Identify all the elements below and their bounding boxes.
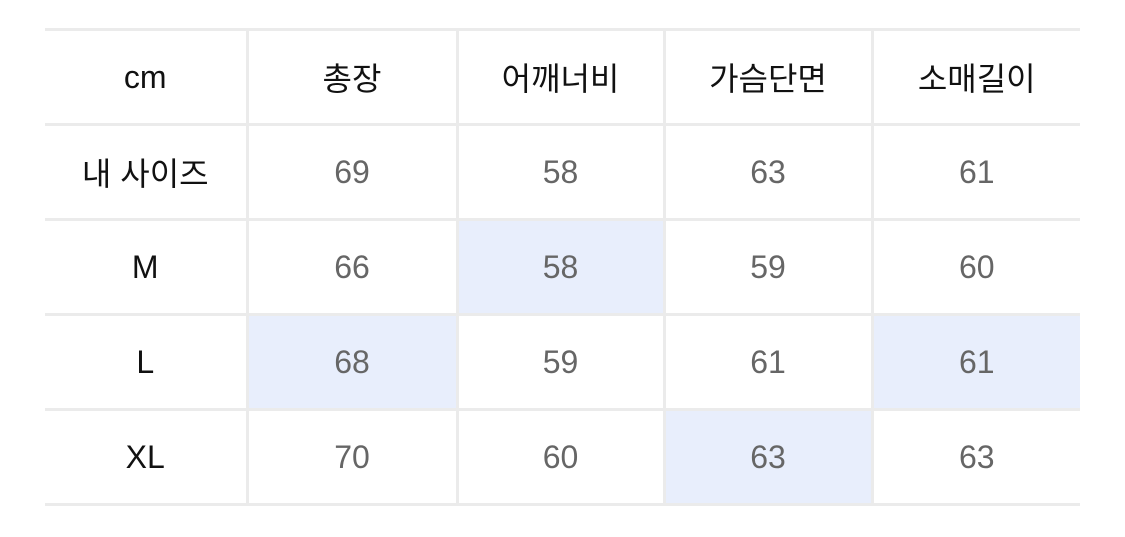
table-row: 내 사이즈 69 58 63 61 <box>45 123 1080 221</box>
header-shoulder-width: 어깨너비 <box>455 28 666 126</box>
measurement-cell: 60 <box>455 408 666 506</box>
row-size-label: M <box>45 218 249 316</box>
measurement-cell: 63 <box>870 408 1080 506</box>
measurement-cell: 66 <box>245 218 459 316</box>
measurement-cell: 61 <box>662 313 874 411</box>
table-row: M 66 58 59 60 <box>45 218 1080 316</box>
measurement-cell: 70 <box>245 408 459 506</box>
header-unit: cm <box>45 28 249 126</box>
measurement-cell: 59 <box>455 313 666 411</box>
row-size-label: L <box>45 313 249 411</box>
measurement-cell: 63 <box>662 123 874 221</box>
size-chart-table: cm 총장 어깨너비 가슴단면 소매길이 내 사이즈 69 58 63 61 M 66 58 5… <box>45 28 1080 506</box>
header-row: cm 총장 어깨너비 가슴단면 소매길이 <box>45 28 1080 126</box>
measurement-cell: 59 <box>662 218 874 316</box>
header-total-length: 총장 <box>245 28 459 126</box>
measurement-cell: 58 <box>455 123 666 221</box>
row-size-label: XL <box>45 408 249 506</box>
measurement-cell: 63 <box>662 408 874 506</box>
measurement-cell: 61 <box>870 123 1080 221</box>
measurement-cell: 60 <box>870 218 1080 316</box>
table-row: XL 70 60 63 63 <box>45 408 1080 506</box>
measurement-cell: 68 <box>245 313 459 411</box>
measurement-cell: 61 <box>870 313 1080 411</box>
measurement-cell: 69 <box>245 123 459 221</box>
header-sleeve-length: 소매길이 <box>870 28 1080 126</box>
table-row: L 68 59 61 61 <box>45 313 1080 411</box>
header-chest-width: 가슴단면 <box>662 28 874 126</box>
row-size-label: 내 사이즈 <box>45 123 249 221</box>
measurement-cell: 58 <box>455 218 666 316</box>
